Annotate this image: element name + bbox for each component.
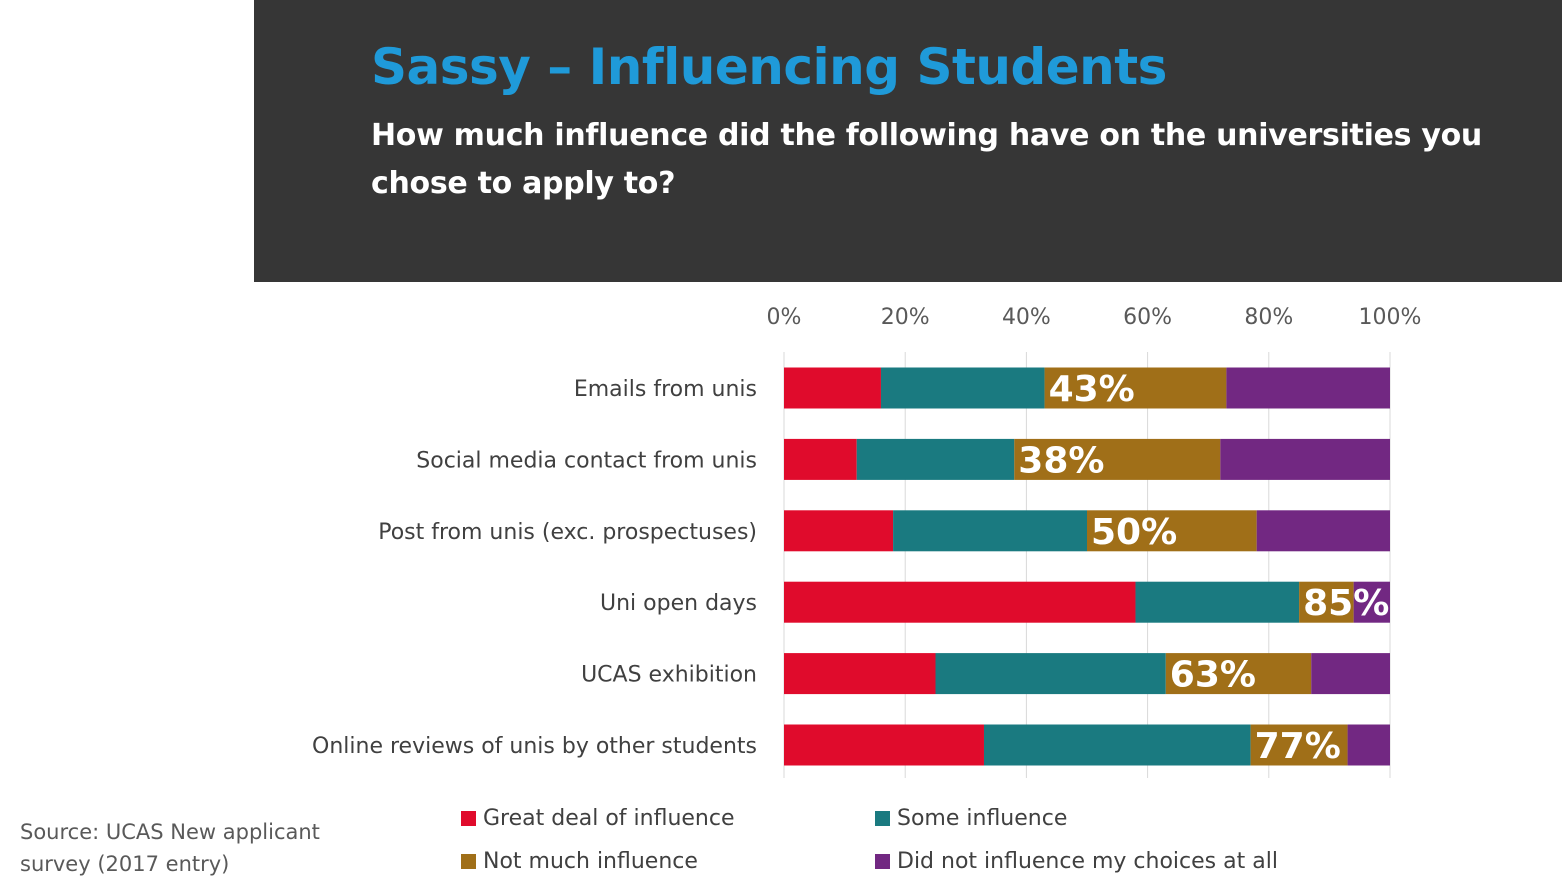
page-subtitle: How much influence did the following hav… [371, 118, 1482, 201]
source-note: Source: UCAS New applicant survey (2017 … [20, 820, 320, 876]
legend-item-great-deal: Great deal of influence [461, 806, 735, 831]
x-tick-label: 80% [1244, 305, 1293, 330]
x-tick-label: 100% [1359, 305, 1422, 330]
x-tick-label: 20% [881, 305, 930, 330]
legend-label: Did not influence my choices at all [897, 849, 1278, 874]
x-tick-label: 40% [1002, 305, 1051, 330]
bar-value-label: 38% [1018, 440, 1104, 481]
bar-segment [1087, 510, 1257, 552]
bar-value-label: 63% [1170, 655, 1256, 696]
bar-segment [935, 653, 1166, 695]
bar-segment [1220, 438, 1390, 480]
bar-segment [1135, 581, 1300, 623]
legend-item-did-not: Did not influence my choices at all [875, 849, 1278, 874]
bar-segment [1014, 438, 1221, 480]
legend-swatch [875, 854, 890, 869]
legend-swatch [875, 811, 890, 826]
category-label: Emails from unis [574, 377, 757, 402]
chart-gridlines [783, 352, 1391, 778]
bar-segment [1165, 653, 1312, 695]
bar-value-label: 85% [1303, 583, 1389, 624]
legend-swatch [461, 811, 476, 826]
bar-segment [784, 653, 936, 695]
bar-segment [983, 724, 1251, 766]
legend-item-some: Some influence [875, 806, 1067, 831]
bar-segment [784, 367, 881, 409]
bar-segment [893, 510, 1087, 552]
bar-segment [1347, 724, 1390, 766]
bar-segment [1299, 581, 1354, 623]
bar-value-label: 77% [1255, 726, 1341, 767]
chart-text: 0% 20% 40% 60% 80% 100% Emails from unis 43% Soc… [312, 305, 1421, 767]
x-tick-label: 60% [1123, 305, 1172, 330]
bar-segment [1353, 581, 1390, 623]
bar-segment [784, 581, 1136, 623]
header-banner [254, 0, 1562, 282]
bar-segment [856, 438, 1015, 480]
bar-value-label: 43% [1049, 369, 1135, 410]
legend-swatch [461, 854, 476, 869]
legend-label: Not much influence [483, 849, 698, 874]
stacked-bar-chart: 0% 20% 40% 60% 80% 100% Emails from unis 43% Soc… [312, 305, 1421, 778]
legend-label: Great deal of influence [483, 806, 735, 831]
category-label: UCAS exhibition [581, 663, 757, 688]
bar-segment [784, 510, 894, 552]
bar-segment [784, 438, 857, 480]
category-label: Uni open days [600, 591, 757, 616]
legend-item-not-much: Not much influence [461, 849, 698, 874]
bar-segment [1044, 367, 1227, 409]
bar-segment [1256, 510, 1390, 552]
page-title: Sassy – Influencing Students [371, 38, 1167, 96]
x-tick-label: 0% [767, 305, 802, 330]
legend-label: Some influence [897, 806, 1068, 831]
chart-bars [784, 367, 1390, 766]
bar-segment [784, 724, 984, 766]
bar-segment [1250, 724, 1348, 766]
bar-value-label: 50% [1091, 512, 1177, 553]
bar-segment [1311, 653, 1390, 695]
category-label: Post from unis (exc. prospectuses) [378, 520, 757, 545]
category-label: Online reviews of unis by other students [312, 734, 757, 759]
category-label: Social media contact from unis [416, 448, 757, 473]
bar-segment [1226, 367, 1390, 409]
bar-segment [880, 367, 1045, 409]
